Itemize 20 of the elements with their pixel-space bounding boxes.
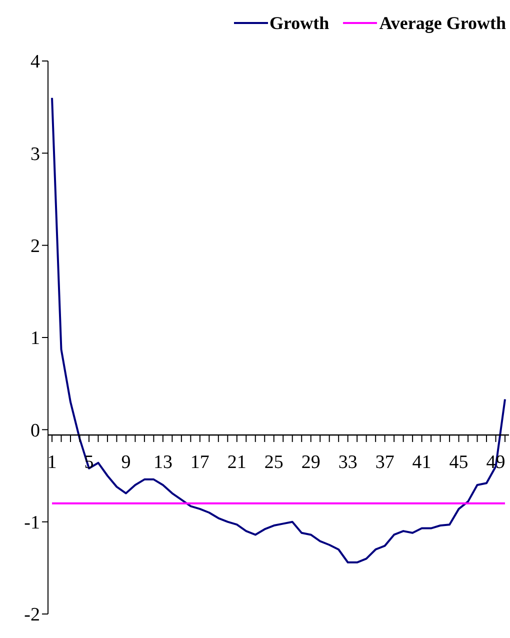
y-tick-label: 2 [30, 236, 40, 258]
x-tick-label: 29 [301, 452, 320, 473]
legend-label: Average Growth [379, 12, 506, 34]
x-tick-label: 13 [153, 452, 172, 473]
x-tick-label: 9 [121, 452, 131, 473]
x-tick-label: 1 [47, 452, 57, 473]
legend-label: Growth [270, 12, 330, 34]
x-tick-label: 37 [375, 452, 394, 473]
x-tick-label: 33 [338, 452, 358, 473]
y-tick-label: 4 [30, 52, 40, 73]
y-tick-label: 1 [30, 328, 40, 350]
x-tick-label: 45 [449, 452, 468, 473]
y-tick-label: -1 [24, 512, 40, 534]
y-tick-label: 0 [30, 420, 40, 442]
x-tick-label: 17 [190, 452, 210, 473]
x-tick-label: 21 [227, 452, 246, 473]
x-tick-label: 41 [412, 452, 432, 473]
x-tick-label: 25 [264, 452, 284, 473]
y-tick-label: -2 [24, 604, 40, 626]
y-tick-label: 3 [30, 144, 40, 165]
